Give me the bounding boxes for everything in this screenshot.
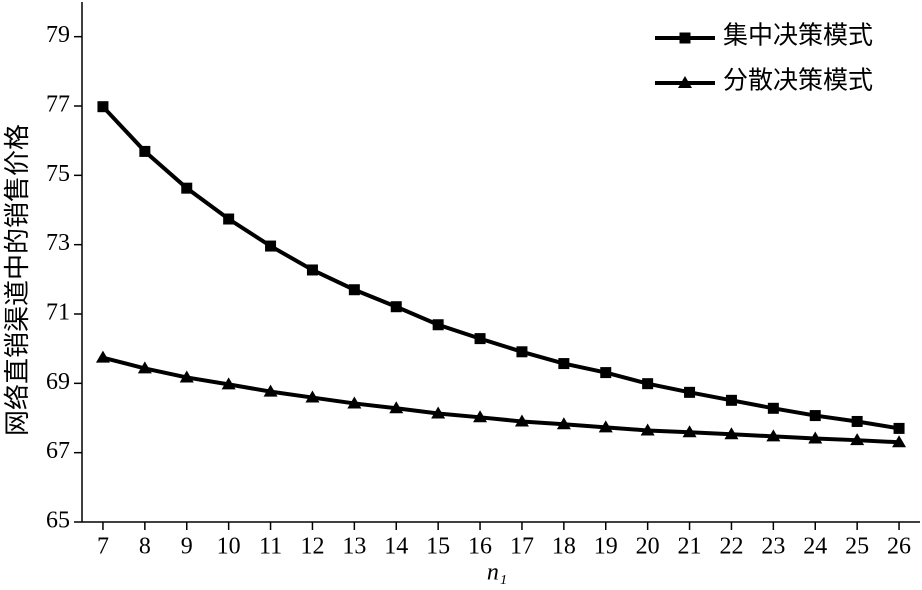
x-axis-label: n₁ [487, 560, 507, 586]
marker [678, 76, 692, 88]
marker [474, 333, 486, 345]
series-line [102, 355, 900, 445]
marker [640, 423, 655, 436]
y-tick-label: 75 [46, 161, 70, 187]
marker [97, 101, 109, 113]
marker [223, 213, 235, 225]
y-tick-label: 67 [46, 438, 70, 464]
marker [598, 420, 613, 433]
x-tick-label: 7 [97, 534, 109, 560]
marker [305, 390, 320, 403]
y-tick-label: 65 [46, 508, 70, 534]
marker [139, 145, 151, 157]
marker [431, 406, 446, 419]
marker [389, 401, 404, 414]
x-tick-label: 8 [139, 534, 151, 560]
marker [265, 240, 277, 252]
marker [473, 410, 488, 423]
x-tick-label: 23 [761, 534, 785, 560]
marker [684, 386, 696, 398]
marker [892, 435, 907, 448]
x-tick-label: 10 [217, 534, 241, 560]
legend-label: 集中决策模式 [723, 22, 873, 50]
x-tick-label: 22 [719, 534, 743, 560]
y-tick-label: 77 [46, 92, 70, 118]
y-tick-label: 69 [46, 369, 70, 395]
marker [221, 377, 236, 390]
y-tick-label: 79 [46, 22, 70, 48]
x-tick-label: 24 [803, 534, 827, 560]
series-line [101, 105, 900, 431]
marker [808, 431, 823, 444]
marker [893, 422, 905, 434]
marker [516, 346, 528, 358]
marker [679, 32, 691, 44]
marker [809, 410, 821, 422]
x-tick-label: 25 [845, 534, 869, 560]
x-tick-label: 14 [384, 534, 408, 560]
x-tick-label: 15 [426, 534, 450, 560]
marker [600, 367, 612, 379]
marker [682, 425, 697, 438]
marker [348, 284, 360, 296]
marker [767, 402, 779, 414]
marker [95, 350, 110, 363]
marker [851, 415, 863, 427]
y-tick-label: 71 [46, 300, 70, 326]
marker [558, 358, 570, 370]
y-axis-label: 网络直销渠道中的销售价格 [3, 124, 32, 436]
x-tick-label: 20 [636, 534, 660, 560]
y-tick-label: 73 [46, 230, 70, 256]
marker [725, 394, 737, 406]
marker [766, 429, 781, 442]
marker [390, 301, 402, 313]
legend-label: 分散决策模式 [723, 67, 873, 95]
x-tick-label: 9 [181, 534, 193, 560]
x-tick-label: 21 [678, 534, 702, 560]
x-tick-label: 13 [342, 534, 366, 560]
x-tick-label: 11 [259, 534, 282, 560]
x-tick-label: 12 [300, 534, 324, 560]
marker [556, 417, 571, 430]
marker [263, 384, 278, 397]
marker [137, 361, 152, 374]
marker [432, 319, 444, 331]
marker [724, 427, 739, 440]
marker [181, 182, 193, 194]
marker [514, 414, 529, 427]
x-tick-label: 18 [552, 534, 576, 560]
marker [850, 433, 865, 446]
x-tick-label: 17 [510, 534, 534, 560]
x-tick-label: 19 [594, 534, 618, 560]
marker [642, 378, 654, 390]
marker [306, 264, 318, 276]
x-tick-label: 26 [887, 534, 911, 560]
marker [347, 396, 362, 409]
marker [179, 370, 194, 383]
x-tick-label: 16 [468, 534, 492, 560]
